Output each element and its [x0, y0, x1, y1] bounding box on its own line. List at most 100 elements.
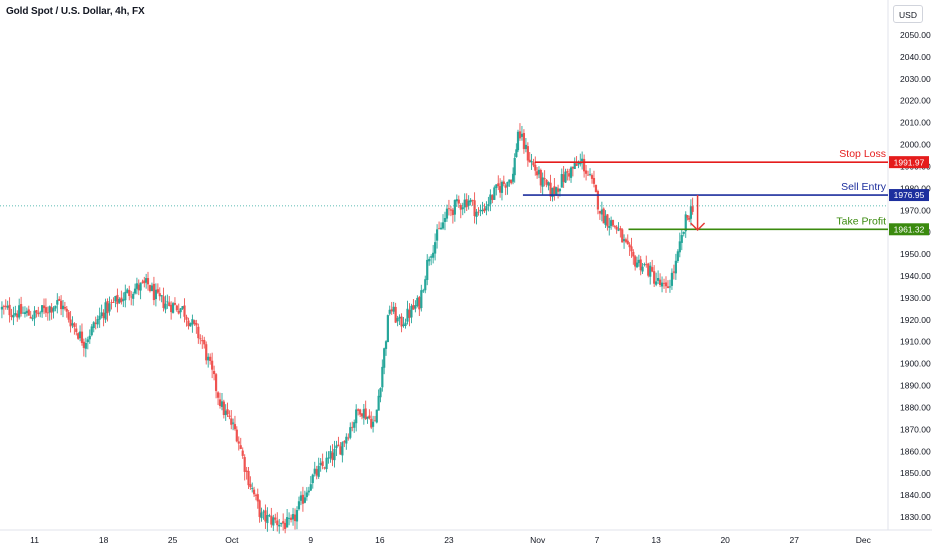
- candle: [406, 300, 409, 325]
- candle-body: [33, 310, 36, 319]
- candle-body: [362, 409, 365, 418]
- candle: [278, 518, 281, 534]
- candle-body: [594, 184, 598, 192]
- candle-body: [670, 272, 674, 286]
- candle: [73, 322, 76, 335]
- candle-body: [239, 445, 242, 450]
- candle-body: [682, 231, 685, 234]
- candle-body: [536, 171, 539, 176]
- candle: [688, 215, 691, 223]
- y-tick-label: 2020.00: [900, 96, 931, 106]
- candle: [530, 153, 533, 170]
- candle-body: [420, 290, 423, 308]
- candle: [489, 189, 492, 212]
- candle: [106, 298, 109, 322]
- candle: [528, 152, 531, 163]
- candle: [162, 287, 165, 312]
- y-tick-label: 2010.00: [900, 118, 931, 128]
- candle-body: [686, 215, 689, 218]
- candle-body: [145, 278, 148, 283]
- candle-body: [152, 283, 156, 301]
- candle: [128, 285, 131, 301]
- candle-body: [160, 295, 163, 297]
- candle-body: [156, 289, 159, 293]
- candle: [185, 314, 188, 327]
- currency-button[interactable]: USD: [893, 5, 923, 23]
- candle: [25, 307, 28, 317]
- candle: [437, 221, 441, 230]
- candle: [416, 295, 419, 308]
- candle: [16, 310, 19, 322]
- candle-body: [249, 484, 252, 488]
- candle: [158, 287, 161, 301]
- candle: [617, 222, 620, 232]
- candle-body: [289, 517, 293, 520]
- candle-body: [305, 492, 308, 498]
- candle: [323, 466, 326, 470]
- candle-body: [449, 209, 453, 211]
- candle-body: [301, 494, 305, 504]
- candle: [143, 276, 146, 288]
- candle-body: [493, 187, 496, 200]
- candle: [150, 282, 154, 292]
- candle: [264, 504, 267, 529]
- candle: [325, 451, 328, 473]
- candle-body: [339, 446, 342, 455]
- candle: [295, 506, 299, 530]
- candle: [2, 304, 5, 315]
- candle: [543, 170, 546, 187]
- candle-body: [254, 495, 258, 496]
- candle: [108, 296, 111, 316]
- candle-body: [337, 444, 340, 447]
- candle: [664, 276, 668, 293]
- candle: [600, 201, 603, 222]
- candle-body: [209, 356, 212, 361]
- candle: [270, 507, 273, 528]
- candle-body: [637, 259, 640, 264]
- candle-body: [104, 302, 107, 320]
- candle-body: [307, 490, 310, 493]
- candle: [88, 329, 91, 344]
- candle-body: [154, 289, 157, 300]
- candle-body: [278, 524, 281, 527]
- candle-body: [495, 184, 498, 188]
- candle-body: [463, 199, 466, 208]
- candle: [420, 284, 423, 312]
- level-price-label: 1961.32: [894, 224, 925, 234]
- x-tick-label: 9: [308, 535, 313, 545]
- candle: [339, 442, 342, 455]
- candle-body: [331, 452, 334, 460]
- candle: [375, 409, 378, 424]
- candle: [390, 301, 393, 315]
- candle-body: [71, 323, 74, 326]
- candle-body: [173, 302, 177, 305]
- candle-body: [564, 171, 567, 183]
- candle: [114, 295, 117, 308]
- candle-body: [282, 521, 285, 524]
- candle-body: [592, 177, 596, 184]
- candle: [52, 306, 55, 319]
- candle: [110, 299, 113, 310]
- candle-body: [211, 360, 214, 370]
- candle: [573, 157, 576, 170]
- candle-body: [390, 309, 393, 312]
- candle-body: [678, 241, 681, 253]
- candle: [303, 490, 306, 504]
- level-price-tag: [889, 223, 929, 236]
- candle: [67, 309, 70, 323]
- candle-body: [333, 448, 336, 461]
- candle: [82, 338, 85, 357]
- candle-body: [73, 323, 76, 327]
- candle-body: [218, 399, 222, 406]
- candle: [6, 300, 9, 310]
- candle: [48, 305, 51, 321]
- candle-body: [171, 303, 175, 313]
- candle-body: [299, 495, 303, 501]
- candle-body: [404, 322, 407, 327]
- candle-body: [92, 322, 95, 329]
- candle-body: [375, 409, 378, 423]
- candle-body: [132, 293, 135, 299]
- candle: [203, 336, 206, 349]
- candle: [536, 167, 539, 179]
